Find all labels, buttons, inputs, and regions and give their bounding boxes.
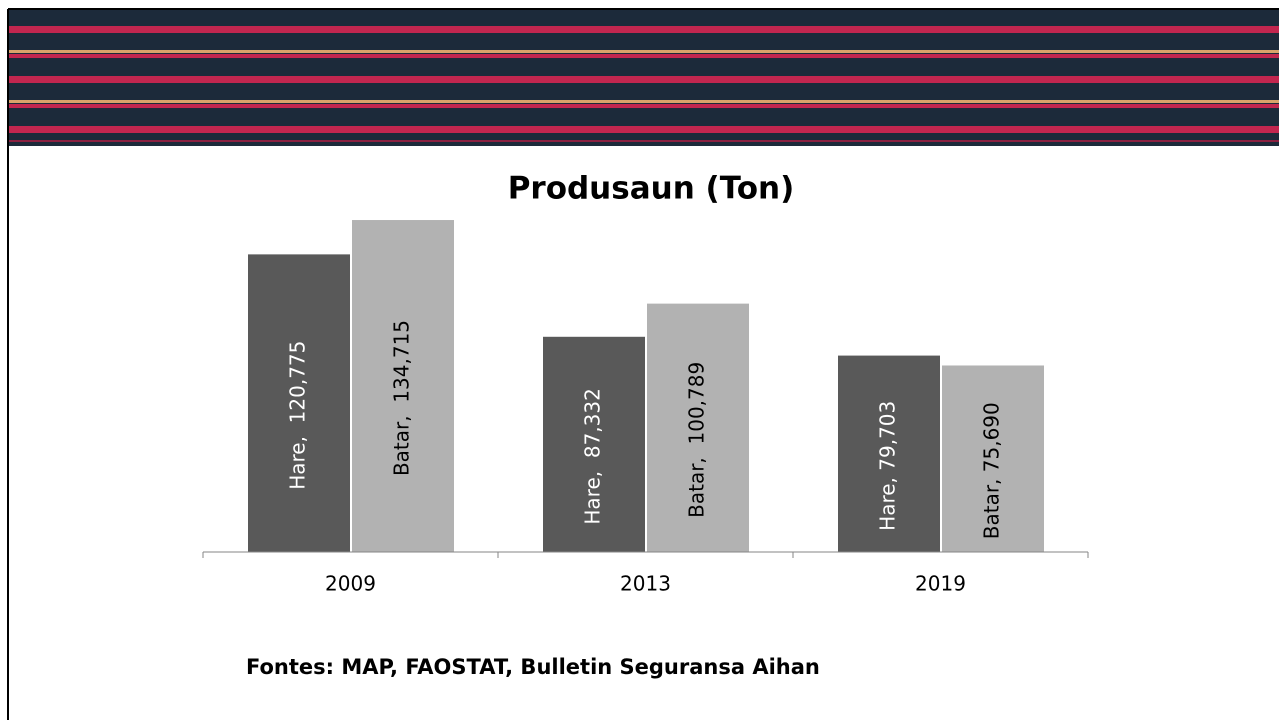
bar: Hare [838,355,940,552]
x-tick-label: 2009 [325,572,376,596]
chart-title: Produsaun (Ton) [508,171,795,207]
bar: Batar [352,220,454,552]
bar: Batar [942,365,1044,552]
bar: Hare [248,254,350,552]
data-label: Batar, 100,789 [685,362,709,518]
data-label: Hare, 120,775 [286,341,310,490]
data-label: Batar, 134,715 [390,320,414,476]
bar: Batar [647,303,749,552]
bar: Hare [543,336,645,552]
x-tick-label: 2013 [620,572,671,596]
source-note: Fontes: MAP, FAOSTAT, Bulletin Seguransa… [246,655,820,679]
data-label: Hare, 79,703 [876,401,900,531]
data-label: Batar, 75,690 [980,402,1004,539]
textile-banner [8,10,1279,146]
x-tick-label: 2019 [915,572,966,596]
data-label: Hare, 87,332 [581,388,605,524]
